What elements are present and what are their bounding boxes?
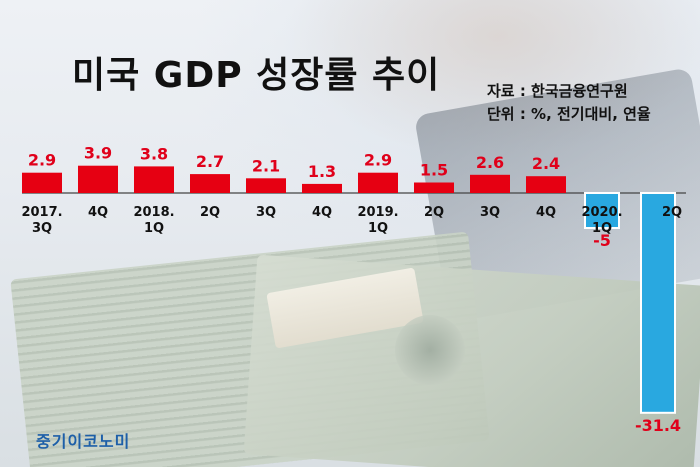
bar-7 — [414, 182, 454, 193]
bar-9 — [526, 176, 566, 193]
value-label-2: 3.8 — [140, 144, 168, 163]
bar-0 — [22, 172, 62, 193]
bar-2 — [134, 166, 174, 193]
value-label-1: 3.9 — [84, 144, 112, 163]
unit-note: 단위 : %, 전기대비, 연율 — [487, 105, 651, 123]
tick-label-11: 2Q — [662, 205, 682, 220]
tick-label-9: 4Q — [536, 205, 556, 220]
value-label-11: -31.4 — [635, 416, 681, 435]
value-label-0: 2.9 — [28, 151, 56, 170]
tick-label-0: 2017. — [21, 205, 62, 220]
source-note: 자료 : 한국금융연구원 — [487, 82, 628, 100]
tick-label-1: 4Q — [88, 205, 108, 220]
value-label-6: 2.9 — [364, 151, 392, 170]
bar-6 — [358, 172, 398, 193]
bar-10 — [584, 192, 620, 229]
tick-sublabel-10: 1Q — [592, 221, 612, 236]
tick-label-6: 2019. — [357, 205, 398, 220]
chart-title: 미국 GDP 성장률 추이 — [72, 55, 441, 96]
value-label-8: 2.6 — [476, 153, 504, 172]
value-label-4: 2.1 — [252, 156, 280, 175]
tick-label-10: 2020. — [581, 205, 622, 220]
tick-sublabel-0: 3Q — [32, 221, 52, 236]
value-label-10: -5 — [593, 231, 611, 250]
tick-label-3: 2Q — [200, 205, 220, 220]
bar-3 — [190, 174, 230, 193]
value-label-7: 1.5 — [420, 161, 448, 180]
tick-label-8: 3Q — [480, 205, 500, 220]
brand-logo: 중기이코노미 — [36, 432, 131, 451]
value-label-9: 2.4 — [532, 154, 560, 173]
bar-4 — [246, 178, 286, 193]
tick-sublabel-6: 1Q — [368, 221, 388, 236]
tick-label-4: 3Q — [256, 205, 276, 220]
value-label-3: 2.7 — [196, 152, 224, 171]
bar-11 — [640, 192, 676, 414]
tick-label-2: 2018. — [133, 205, 174, 220]
tick-sublabel-2: 1Q — [144, 221, 164, 236]
value-label-5: 1.3 — [308, 162, 336, 181]
bar-5 — [302, 183, 342, 193]
tick-label-5: 4Q — [312, 205, 332, 220]
bar-1 — [78, 165, 118, 193]
tick-label-7: 2Q — [424, 205, 444, 220]
bar-8 — [470, 174, 510, 193]
